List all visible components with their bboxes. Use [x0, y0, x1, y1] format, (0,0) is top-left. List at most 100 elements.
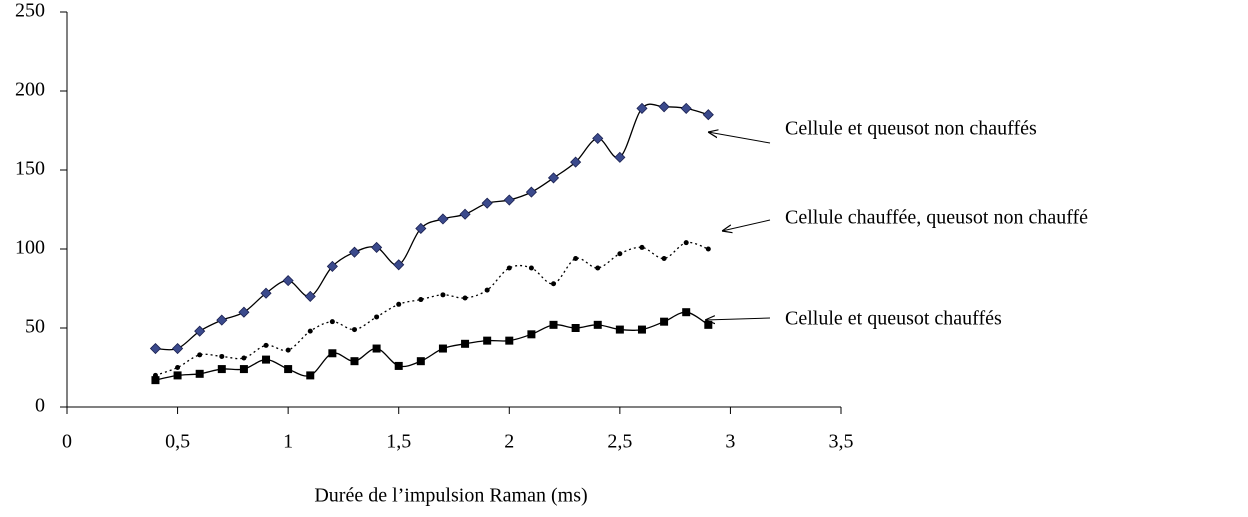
x-tick-label: 1,5 — [386, 431, 411, 453]
marker — [173, 371, 182, 380]
marker — [326, 260, 338, 272]
marker — [483, 336, 492, 345]
marker — [262, 355, 271, 364]
marker — [415, 222, 427, 235]
marker — [351, 327, 357, 333]
marker — [241, 355, 247, 361]
marker — [175, 365, 181, 370]
label-arrow — [705, 318, 771, 320]
series-label: Cellule chauffée, queusot non chauffé — [785, 207, 1088, 229]
marker — [658, 101, 670, 113]
marker — [372, 344, 381, 353]
marker — [704, 320, 713, 329]
y-tick-label: 200 — [15, 79, 45, 101]
marker — [217, 365, 226, 374]
y-tick-label: 50 — [25, 316, 45, 338]
series-line — [155, 311, 709, 381]
x-tick-label: 2,5 — [607, 431, 632, 453]
marker — [503, 194, 515, 206]
marker — [219, 353, 225, 359]
marker — [440, 292, 446, 298]
marker — [595, 265, 601, 271]
marker — [304, 290, 316, 302]
marker — [371, 241, 383, 253]
marker — [639, 244, 645, 250]
marker — [260, 287, 272, 299]
x-tick-label: 3,5 — [829, 431, 854, 453]
x-tick-label: 1 — [283, 431, 293, 453]
marker — [570, 156, 582, 168]
marker — [617, 251, 623, 257]
marker — [683, 240, 689, 246]
marker — [459, 208, 471, 220]
marker — [418, 297, 424, 303]
marker — [307, 328, 313, 334]
series-line — [155, 103, 709, 351]
marker — [660, 317, 669, 326]
marker — [484, 287, 490, 293]
marker — [374, 314, 380, 320]
series-label: Cellule et queusot chauffés — [785, 308, 1002, 330]
x-tick-label: 2 — [504, 431, 514, 453]
marker — [615, 325, 624, 334]
marker — [197, 352, 203, 358]
marker — [151, 376, 160, 385]
marker — [702, 109, 714, 121]
y-tick-label: 100 — [15, 237, 45, 259]
marker — [348, 246, 361, 258]
marker — [573, 255, 579, 261]
label-arrow — [708, 132, 771, 144]
marker — [525, 186, 537, 198]
y-tick-label: 150 — [15, 158, 45, 180]
marker — [636, 102, 648, 114]
marker — [438, 344, 447, 353]
marker — [284, 365, 293, 374]
label-arrow — [722, 219, 771, 231]
marker — [481, 197, 493, 209]
x-tick-label: 0,5 — [165, 431, 190, 453]
marker — [506, 265, 512, 271]
y-tick-label: 250 — [15, 0, 45, 22]
marker — [661, 255, 667, 261]
marker — [637, 325, 646, 334]
marker — [350, 357, 359, 366]
marker — [571, 324, 580, 332]
marker — [282, 275, 294, 287]
marker — [705, 246, 711, 252]
x-tick-label: 0 — [62, 431, 72, 453]
marker — [394, 361, 403, 370]
marker — [195, 369, 204, 378]
marker — [329, 319, 335, 325]
marker — [194, 325, 206, 337]
marker — [172, 342, 184, 355]
marker — [263, 342, 269, 348]
marker — [396, 301, 402, 307]
marker — [505, 336, 514, 345]
marker — [592, 132, 604, 144]
marker — [149, 342, 162, 355]
marker — [416, 357, 425, 366]
marker — [551, 281, 557, 287]
marker — [527, 330, 536, 339]
marker — [593, 320, 602, 329]
marker — [549, 320, 558, 329]
marker — [682, 308, 691, 317]
marker — [461, 339, 470, 348]
marker — [680, 102, 692, 114]
marker — [547, 172, 560, 184]
marker — [306, 371, 315, 380]
marker — [285, 347, 291, 353]
marker — [328, 349, 337, 358]
marker — [238, 306, 250, 318]
marker — [437, 213, 449, 225]
marker — [528, 265, 534, 271]
x-tick-label: 3 — [725, 431, 735, 453]
marker — [216, 314, 228, 326]
y-tick-label: 0 — [35, 395, 45, 417]
marker — [239, 365, 248, 374]
marker — [393, 259, 405, 271]
marker — [462, 295, 468, 301]
x-axis-label: Durée de l’impulsion Raman (ms) — [314, 485, 587, 507]
marker — [614, 151, 626, 163]
